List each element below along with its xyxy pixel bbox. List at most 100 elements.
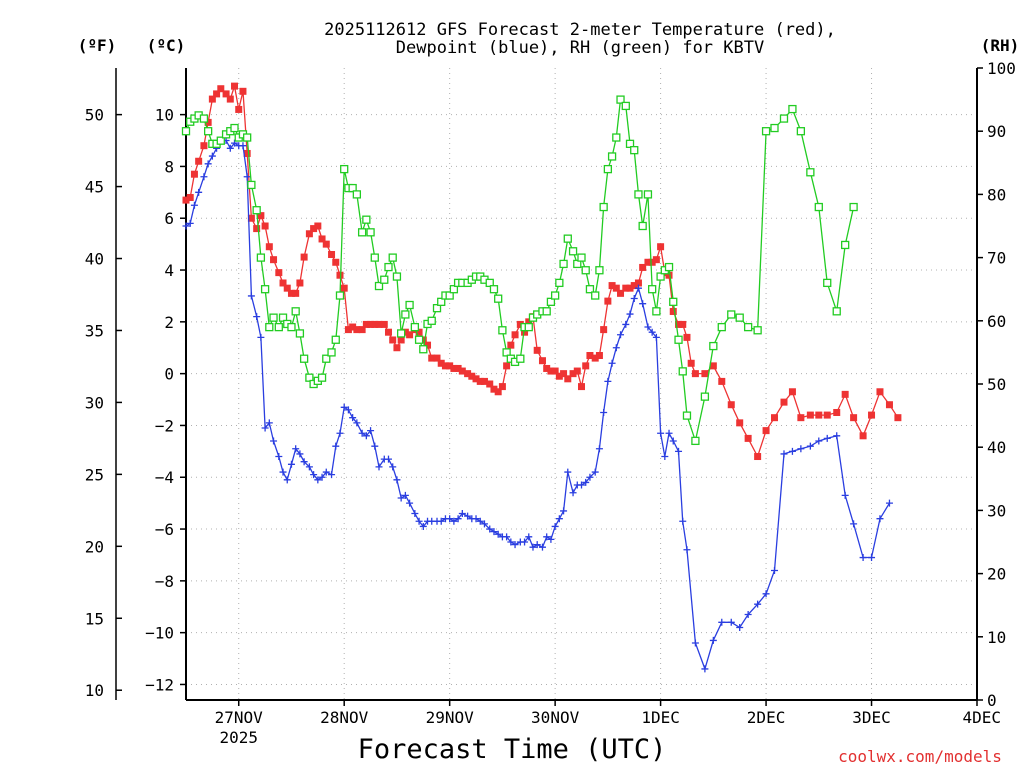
temperature-point	[788, 388, 796, 396]
dewpoint-point	[788, 447, 796, 455]
rh-point	[669, 297, 678, 306]
dewpoint-point	[375, 463, 383, 471]
rh-point	[401, 310, 410, 319]
rh-point	[524, 322, 533, 332]
temperature-point	[507, 341, 515, 349]
dewpoint-point	[270, 437, 278, 445]
temperature-point	[521, 328, 529, 336]
temperature-point	[657, 243, 665, 251]
dewpoint-point	[569, 489, 577, 497]
dewpoint-point	[701, 665, 709, 673]
rh-point	[410, 322, 420, 332]
series-layer	[181, 82, 902, 673]
temperature-point	[195, 157, 203, 165]
temperature-point	[226, 95, 234, 103]
dewpoint-point	[876, 515, 884, 523]
dewpoint-point	[204, 160, 212, 168]
rh-tick-label: 80	[987, 185, 1006, 204]
dewpoint-point	[657, 429, 665, 437]
temperature-point	[265, 243, 273, 251]
dewpoint-point	[243, 173, 251, 181]
temperature-point	[393, 344, 401, 352]
dewpoint-point	[806, 442, 814, 450]
dewpoint-point	[389, 463, 397, 471]
dewpoint-point	[261, 424, 269, 432]
rh-point	[599, 202, 608, 212]
rh-point	[717, 322, 726, 332]
rh-point	[317, 373, 327, 382]
rh-point	[841, 240, 850, 250]
rh-point	[357, 228, 367, 237]
temperature-point	[446, 362, 454, 370]
temperature-point	[718, 377, 726, 385]
dewpoint-point	[833, 432, 841, 440]
rh-point	[335, 291, 345, 300]
rh-point	[256, 253, 266, 262]
rh-point	[727, 310, 736, 319]
rh-point	[216, 136, 225, 145]
temperature-point	[630, 282, 638, 290]
time-tick-label: 29NOV	[426, 708, 475, 727]
temperature-point	[292, 289, 300, 297]
temperature-point	[582, 362, 590, 370]
temperature-point	[454, 364, 462, 372]
temperature-point	[318, 235, 326, 243]
dewpoint-point	[318, 473, 326, 481]
rh-point	[832, 307, 841, 316]
rh-point	[432, 304, 442, 313]
dewpoint-point	[292, 445, 300, 453]
dewpoint-point	[358, 429, 366, 437]
dewpoint-point	[665, 429, 673, 437]
temperature-point	[511, 331, 519, 339]
rh-point	[427, 316, 436, 325]
dewpoint-point	[797, 445, 805, 453]
temperature-point	[433, 354, 441, 362]
time-tick-sublabel: 2025	[219, 728, 258, 747]
celsius-tick-label: 2	[164, 313, 174, 332]
temperature-point	[551, 367, 559, 375]
chart-title-line1: 2025112612 GFS Forecast 2-meter Temperat…	[324, 20, 836, 40]
temperature-point	[859, 432, 867, 440]
dewpoint-point	[371, 442, 379, 450]
celsius-tick-label: 4	[164, 261, 174, 280]
rh-point	[709, 341, 718, 351]
dewpoint-point	[340, 403, 348, 411]
dewpoint-point	[612, 344, 620, 352]
rh-point	[348, 183, 357, 193]
dewpoint-point	[648, 328, 656, 336]
temperature-point	[310, 225, 318, 233]
temperature-point	[314, 222, 322, 230]
rh-point	[555, 278, 564, 288]
rh-point	[849, 202, 858, 212]
dewpoint-point	[239, 142, 247, 150]
dewpoint-point	[547, 535, 555, 543]
temperature-point	[569, 370, 577, 378]
temperature-point	[806, 411, 814, 419]
temperature-point	[353, 326, 361, 334]
rh-point	[366, 228, 375, 237]
rh-point	[542, 307, 551, 316]
dewpoint-point	[322, 468, 330, 476]
dewpoint-point	[415, 517, 423, 525]
rh-point	[287, 322, 296, 332]
celsius-tick-label: 8	[164, 157, 174, 176]
temperature-point	[833, 408, 841, 416]
temperature-point	[701, 370, 709, 378]
dewpoint-point	[296, 450, 304, 458]
dewpoint-point	[521, 538, 529, 546]
temperature-point	[287, 289, 295, 297]
temperature-point	[516, 320, 524, 328]
rh-point	[203, 127, 213, 136]
rh-point	[498, 326, 507, 335]
rh-tick-label: 90	[987, 122, 1006, 141]
rh-point	[299, 354, 309, 363]
temperature-point	[578, 383, 585, 391]
temperature-point	[441, 362, 449, 370]
rh-point	[274, 322, 283, 332]
temperature-point	[665, 271, 673, 279]
rh-point	[374, 281, 384, 291]
temperature-point	[305, 230, 313, 238]
dewpoint-point	[480, 520, 488, 528]
rh-point	[779, 114, 789, 123]
temperature-point	[362, 320, 370, 328]
